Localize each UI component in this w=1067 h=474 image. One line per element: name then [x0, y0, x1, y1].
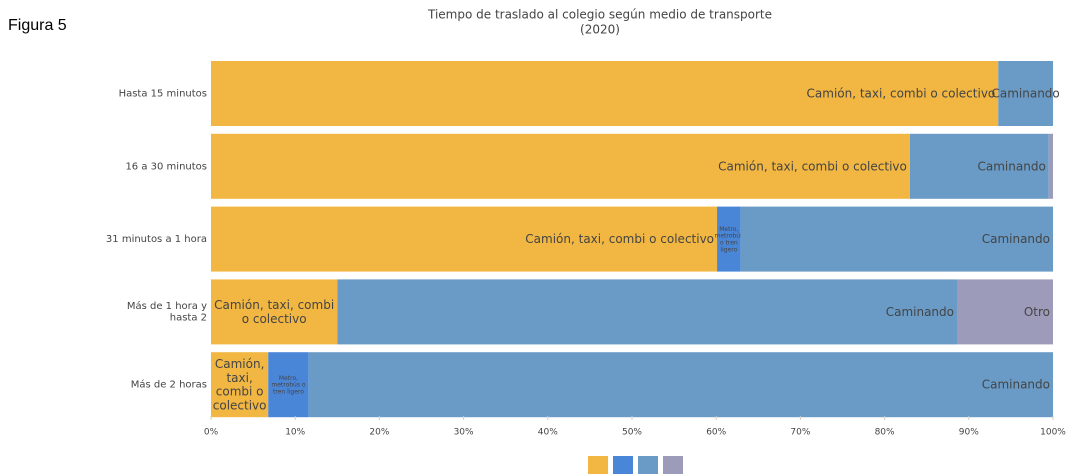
legend-swatch: [663, 456, 683, 474]
legend-swatch: [588, 456, 608, 474]
bar-segment: [211, 206, 718, 272]
segment-label: Camión, taxi, combi o colectivo: [525, 232, 714, 246]
y-tick-label: Más de 1 hora y hasta 2: [127, 300, 207, 324]
bar-segment: [337, 279, 958, 345]
x-tick-label: 30%: [454, 428, 474, 438]
x-tick-label: 10%: [285, 428, 305, 438]
segment-label: Caminando: [991, 86, 1059, 100]
segment-label: Camión, taxi, combi o colectivo: [718, 159, 907, 173]
bar-segment: [998, 61, 1053, 126]
segment-label: Otro: [1024, 304, 1050, 318]
y-tick-label: 31 minutos a 1 hora: [106, 234, 207, 245]
segment-label: Camión, taxi, combi o colectivo: [214, 298, 334, 326]
bar-segment: [211, 61, 999, 126]
x-tick-label: 100%: [1040, 428, 1066, 438]
legend-swatch: [613, 456, 633, 474]
segment-label: Caminando: [982, 377, 1050, 391]
bar-segment: [211, 352, 269, 418]
bar-segment: [211, 279, 338, 345]
bar-segment: [717, 206, 741, 272]
x-tick-label: 20%: [369, 428, 389, 438]
legend-swatch: [638, 456, 658, 474]
x-tick-label: 50%: [622, 428, 642, 438]
x-tick-label: 40%: [538, 428, 558, 438]
segment-label: Caminando: [886, 304, 954, 318]
chart-title: Tiempo de traslado al colegio según medi…: [427, 8, 772, 22]
chart-subtitle: (2020): [580, 23, 620, 37]
x-tick-label: 0%: [204, 428, 219, 438]
segment-label: Metro, metrobús o tren ligero: [271, 374, 306, 395]
segment-label: Camión, taxi, combi o colectivo: [807, 86, 996, 100]
bar-segment: [308, 352, 1053, 418]
bar-segment: [268, 352, 309, 418]
x-tick-label: 80%: [875, 428, 895, 438]
bar-segment: [1048, 133, 1053, 199]
bar-segment: [211, 133, 910, 199]
segment-label: Caminando: [978, 159, 1046, 173]
x-tick-label: 70%: [790, 428, 810, 438]
segment-label: Caminando: [982, 232, 1050, 246]
x-tick-label: 90%: [959, 428, 979, 438]
y-tick-label: 16 a 30 minutos: [125, 161, 207, 172]
bar-segment: [909, 133, 1049, 199]
figure-label: Figura 5: [8, 17, 67, 34]
x-tick-label: 60%: [706, 428, 726, 438]
segment-label: Camión, taxi, combi o colectivo: [213, 357, 267, 412]
y-tick-label: Hasta 15 minutos: [119, 89, 207, 100]
bar-segment: [740, 206, 1053, 272]
y-tick-label: Más de 2 horas: [131, 379, 207, 391]
bar-segment: [957, 279, 1053, 345]
segment-label: Metro, metrobús o tren ligero: [715, 225, 744, 253]
